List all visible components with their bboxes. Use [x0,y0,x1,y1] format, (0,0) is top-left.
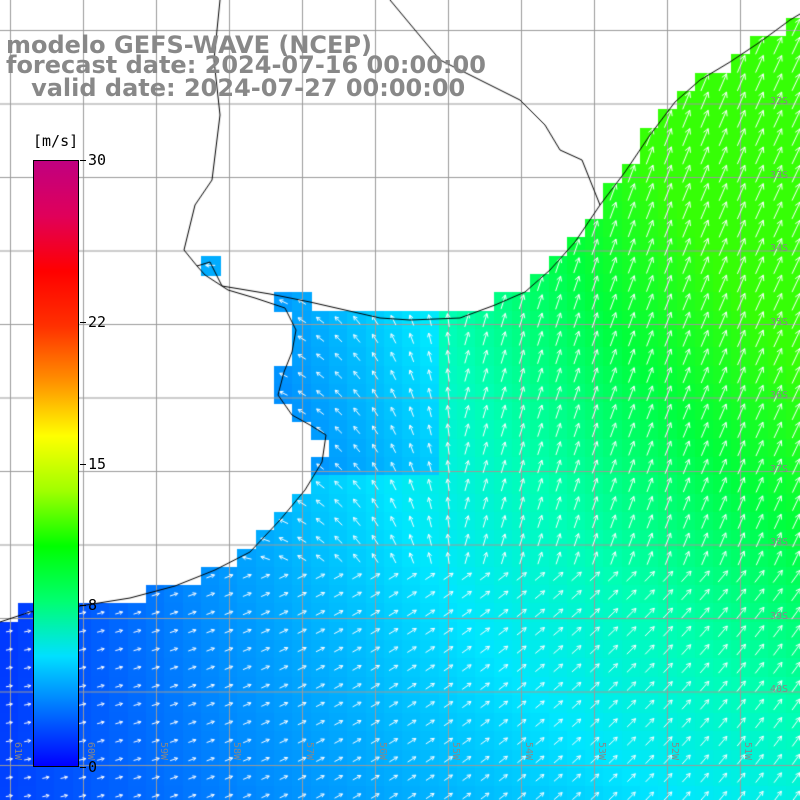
longitude-label: 58W [231,742,242,761]
longitude-label: 56W [377,742,388,761]
colorbar-tick-label: 0 [88,758,98,776]
latitude-label: 32S [770,96,789,107]
model-title: modelo GEFS-WAVE (NCEP) [6,31,372,59]
latitude-label: 40S [770,684,789,695]
colorbar-tick-label: 30 [88,151,107,169]
colorbar-unit-label: [m/s] [33,132,79,150]
colorbar-tick [80,463,86,465]
colorbar-tick [80,160,86,161]
latitude-label: 33S [770,169,789,181]
longitude-label: 61W [12,742,23,761]
longitude-label: 57W [304,742,315,761]
colorbar-tick-label: 15 [88,454,107,473]
valid-date: valid date: 2024-07-27 00:00:00 [6,74,466,102]
wind-speed-colorbar [33,160,79,767]
longitude-label: 59W [158,742,169,761]
latitude-label: 34S [770,243,789,254]
latitude-label: 36S [770,390,789,401]
colorbar-tick [80,605,86,607]
latitude-label: 35S [770,316,789,328]
longitude-label: 51W [742,742,753,761]
forecast-date: forecast date: 2024-07-16 00:00:00 [6,51,486,79]
longitude-label: 55W [450,742,461,761]
colorbar-tick [80,321,86,323]
latitude-label: 39S [770,610,789,622]
latitude-label: 37S [770,463,789,475]
colorbar-tick [80,767,86,768]
longitude-label: 53W [596,742,607,761]
colorbar-tick-label: 22 [88,312,107,331]
colorbar-tick-label: 8 [88,596,98,615]
latitude-label: 38S [770,537,789,548]
longitude-label: 54W [523,742,534,761]
longitude-label: 52W [669,742,680,761]
longitude-label: 60W [85,742,96,761]
